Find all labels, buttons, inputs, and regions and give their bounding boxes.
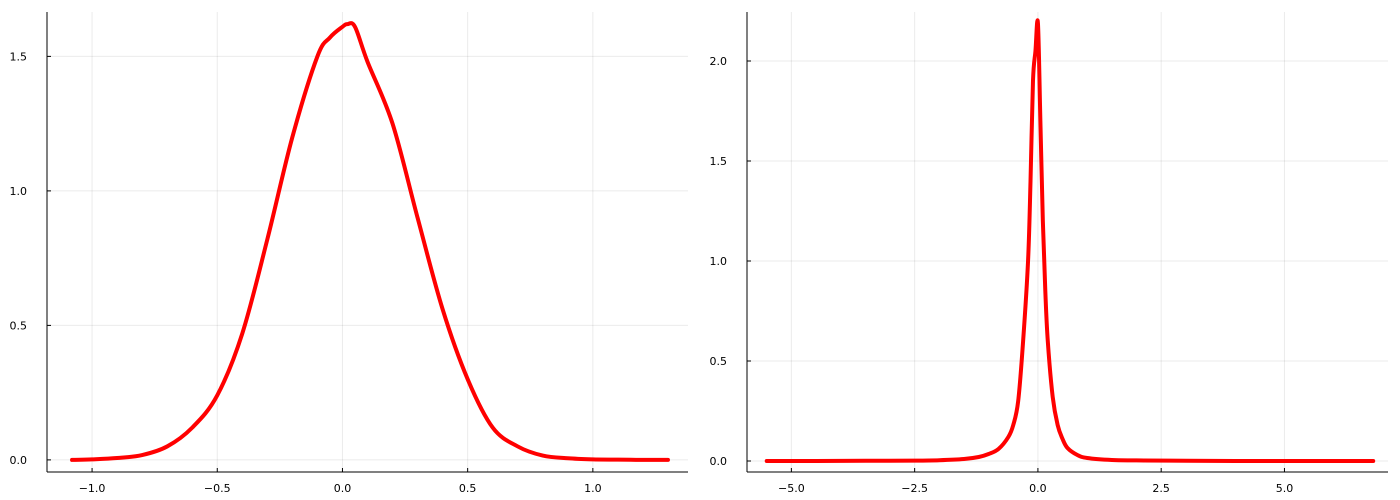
y-tick-label: 0.0 — [10, 454, 28, 467]
x-tick-label: 1.0 — [584, 482, 602, 495]
x-tick-label: −0.5 — [204, 482, 231, 495]
y-tick-label: 0.5 — [710, 355, 728, 368]
y-tick-label: 2.0 — [710, 55, 728, 68]
y-tick-label: 1.5 — [10, 50, 28, 63]
x-tick-label: −2.5 — [901, 482, 928, 495]
x-tick-label: −1.0 — [79, 482, 106, 495]
density-line — [70, 21, 670, 462]
y-tick-label: 0.5 — [10, 319, 28, 332]
gridlines — [747, 12, 1388, 472]
y-tick-label: 0.0 — [710, 455, 728, 468]
x-tick-label: 0.0 — [334, 482, 352, 495]
y-tick-label: 1.5 — [710, 155, 728, 168]
density-line — [764, 18, 1376, 464]
x-tick-label: 5.0 — [1276, 482, 1294, 495]
x-tick-label: 0.0 — [1029, 482, 1047, 495]
y-tick-label: 1.0 — [10, 185, 28, 198]
gridlines — [47, 12, 688, 472]
x-tick-label: 2.5 — [1152, 482, 1170, 495]
left-density-plot: −1.0 −0.5 0.0 0.5 1.0 0.0 0.5 1.0 1.5 — [10, 12, 688, 495]
x-tick-label: −5.0 — [778, 482, 805, 495]
right-density-plot: −5.0 −2.5 0.0 2.5 5.0 0.0 0.5 1.0 1.5 2.0 — [710, 12, 1388, 495]
y-tick-label: 1.0 — [710, 255, 728, 268]
x-tick-label: 0.5 — [459, 482, 477, 495]
